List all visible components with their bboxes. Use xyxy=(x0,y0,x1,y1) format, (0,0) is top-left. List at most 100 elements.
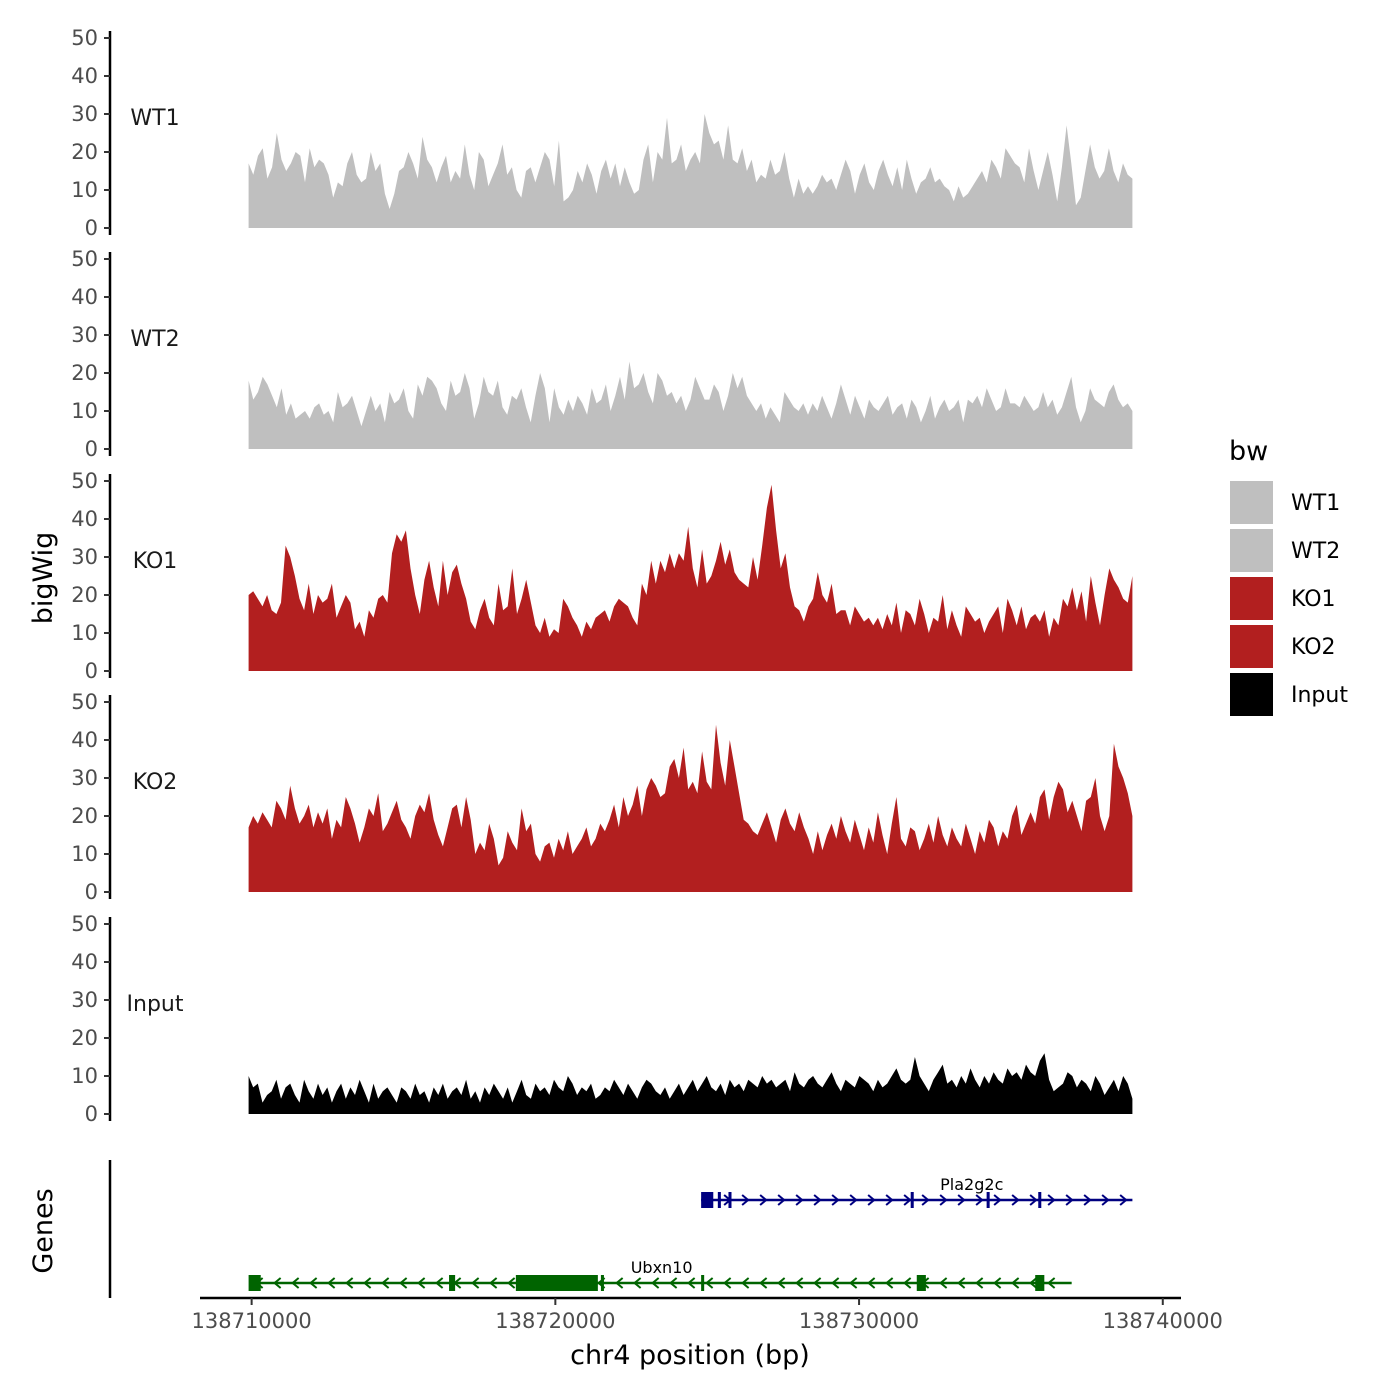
y-tick-label: 20 xyxy=(71,361,98,385)
y-tick-label: 20 xyxy=(71,140,98,164)
signal-area xyxy=(248,361,1133,449)
strand-arrow xyxy=(651,1277,660,1289)
exon-block xyxy=(515,1275,598,1291)
strand-arrow xyxy=(831,1277,840,1289)
y-tick-label: 30 xyxy=(71,323,98,347)
y-tick-label: 40 xyxy=(71,64,98,88)
strand-arrow xyxy=(813,1277,822,1289)
genes-track-title: Genes xyxy=(28,1188,59,1273)
strand-arrow xyxy=(669,1277,678,1289)
signal-area xyxy=(248,484,1133,671)
legend-label: WT1 xyxy=(1291,491,1340,516)
exon-block xyxy=(449,1275,456,1291)
strand-arrow xyxy=(993,1277,1002,1289)
exon-block xyxy=(1038,1192,1042,1208)
legend-swatch xyxy=(1228,671,1275,718)
strand-arrow xyxy=(381,1277,390,1289)
strand-arrow xyxy=(885,1277,894,1289)
gene-label: Ubxn10 xyxy=(631,1258,693,1277)
y-tick-label: 50 xyxy=(71,469,98,493)
strand-arrow xyxy=(957,1277,966,1289)
x-tick-label: 138720000 xyxy=(495,1309,615,1333)
strand-arrow xyxy=(309,1277,318,1289)
track-ko2: 0 10 20 30 40 50 KO2 xyxy=(71,690,1133,904)
track-wt1: 0 10 20 30 40 50 WT1 xyxy=(71,26,1133,240)
track-label: WT2 xyxy=(130,327,179,352)
y-tick-label: 50 xyxy=(71,912,98,936)
strand-arrow xyxy=(759,1277,768,1289)
strand-arrow xyxy=(345,1277,354,1289)
y-tick-label: 0 xyxy=(85,659,98,683)
strand-arrow xyxy=(291,1277,300,1289)
strand-arrow xyxy=(1029,1194,1038,1206)
signal-area xyxy=(248,114,1133,228)
strand-arrow xyxy=(435,1277,444,1289)
y-tick-label: 0 xyxy=(85,880,98,904)
exon-block xyxy=(701,1275,705,1291)
y-tick-label: 0 xyxy=(85,216,98,240)
y-tick-label: 40 xyxy=(71,285,98,309)
gene-pla2g2c: Pla2g2c xyxy=(701,1175,1133,1208)
y-tick-label: 20 xyxy=(71,1026,98,1050)
legend-swatch xyxy=(1228,479,1275,526)
legend-swatch xyxy=(1228,527,1275,574)
strand-arrow xyxy=(1101,1194,1110,1206)
y-tick-label: 20 xyxy=(71,583,98,607)
track-label: KO2 xyxy=(133,770,178,795)
strand-arrow xyxy=(633,1277,642,1289)
exon-block xyxy=(1035,1275,1045,1291)
strand-arrow xyxy=(957,1194,966,1206)
y-tick-label: 0 xyxy=(85,437,98,461)
y-tick-label: 30 xyxy=(71,102,98,126)
y-tick-label: 10 xyxy=(71,1064,98,1088)
strand-arrow xyxy=(885,1194,894,1206)
strand-arrow xyxy=(1047,1194,1056,1206)
exon-block xyxy=(910,1192,914,1208)
strand-arrow xyxy=(363,1277,372,1289)
strand-arrow xyxy=(399,1277,408,1289)
x-tick-label: 138730000 xyxy=(799,1309,919,1333)
strand-arrow xyxy=(903,1277,912,1289)
exon-block xyxy=(986,1192,990,1208)
exon-block xyxy=(248,1275,261,1291)
legend-swatch xyxy=(1228,623,1275,670)
strand-arrow xyxy=(867,1277,876,1289)
strand-arrow xyxy=(975,1277,984,1289)
strand-arrow xyxy=(615,1277,624,1289)
strand-arrow xyxy=(849,1277,858,1289)
y-tick-label: 50 xyxy=(71,26,98,50)
track-label: WT1 xyxy=(130,106,179,131)
strand-arrow xyxy=(1065,1194,1074,1206)
strand-arrow xyxy=(849,1194,858,1206)
exon-block xyxy=(916,1275,926,1291)
y-tick-label: 40 xyxy=(71,507,98,531)
x-axis-title: chr4 position (bp) xyxy=(570,1340,810,1371)
strand-arrow xyxy=(975,1194,984,1206)
signal-area xyxy=(248,724,1133,892)
strand-arrow xyxy=(867,1194,876,1206)
strand-arrow xyxy=(1011,1277,1020,1289)
strand-arrow xyxy=(1047,1277,1056,1289)
strand-arrow xyxy=(921,1194,930,1206)
strand-arrow xyxy=(507,1277,516,1289)
x-tick-label: 138710000 xyxy=(192,1309,312,1333)
gene-label: Pla2g2c xyxy=(940,1175,1003,1194)
strand-arrow xyxy=(471,1277,480,1289)
y-tick-label: 10 xyxy=(71,178,98,202)
strand-arrow xyxy=(759,1194,768,1206)
exon-block xyxy=(728,1192,732,1208)
legend-label: KO2 xyxy=(1291,635,1336,660)
signal-tracks: 0 10 20 30 40 50 WT1 0 10 20 30 40 50 WT2 0 10 20 30 40 50 K… xyxy=(71,26,1133,1126)
y-tick-label: 10 xyxy=(71,842,98,866)
strand-arrow xyxy=(795,1277,804,1289)
strand-arrow xyxy=(777,1194,786,1206)
y-tick-label: 20 xyxy=(71,804,98,828)
y-tick-label: 40 xyxy=(71,950,98,974)
strand-arrow xyxy=(777,1277,786,1289)
y-tick-label: 50 xyxy=(71,690,98,714)
x-tick-label: 138740000 xyxy=(1103,1309,1223,1333)
strand-arrow xyxy=(489,1277,498,1289)
y-tick-label: 0 xyxy=(85,1102,98,1126)
y-tick-label: 30 xyxy=(71,988,98,1012)
